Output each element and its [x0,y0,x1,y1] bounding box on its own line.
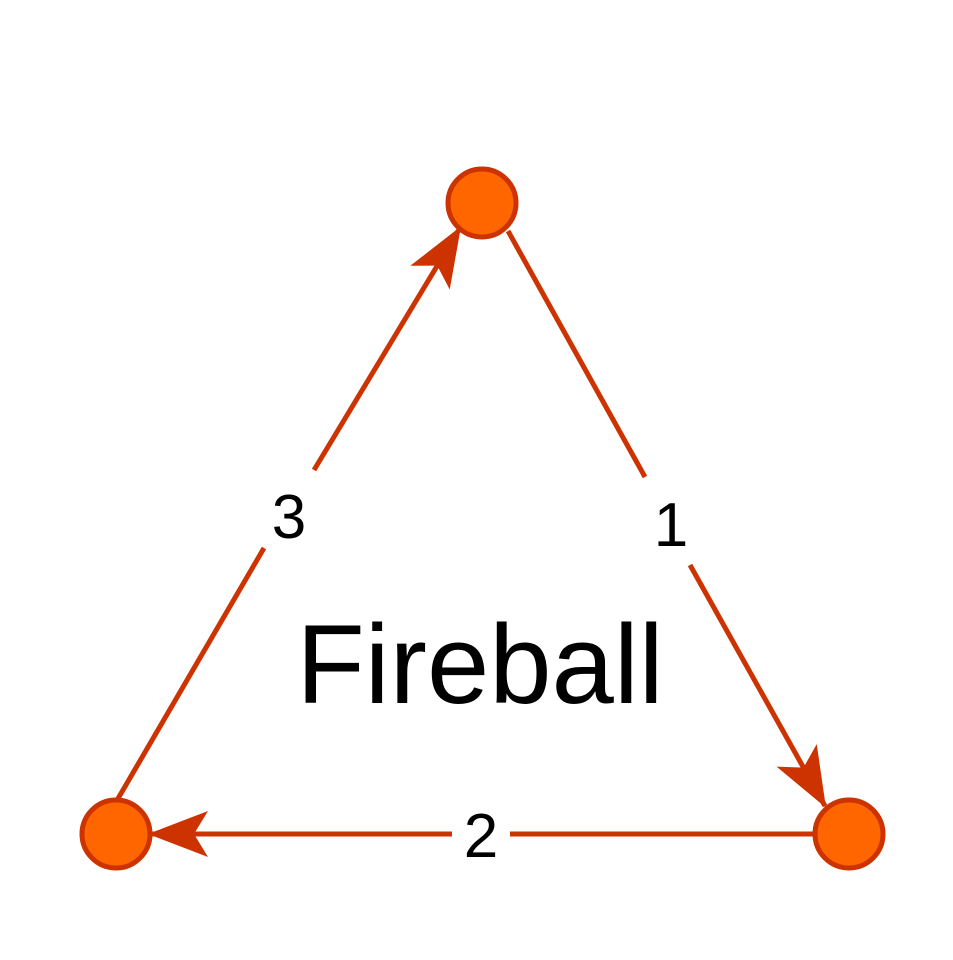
edge-3: 3 [113,226,463,804]
edge-3-label: 3 [272,483,306,552]
edge-2-label: 2 [464,802,498,871]
edge-2: 2 [148,802,815,871]
edge-3-line [113,546,267,804]
edge-1-line [505,229,648,479]
edge-1-arrow-line [687,563,828,808]
node-bottom-left [79,797,153,871]
edge-1: 1 [505,229,828,808]
diagram-title: Fireball [296,602,663,727]
edge-3-arrow-line [311,226,463,472]
node-top [445,166,519,240]
edge-1-label: 1 [654,491,688,560]
node-bottom-right [812,797,886,871]
